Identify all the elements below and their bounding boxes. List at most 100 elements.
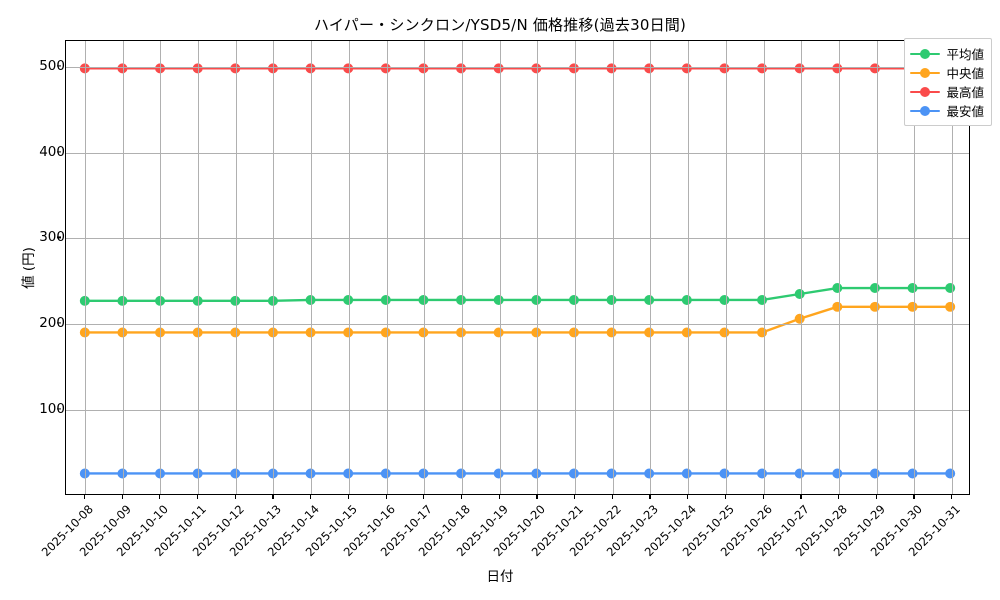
x-axis-title: 日付: [486, 569, 514, 585]
data-point-marker: [418, 63, 429, 74]
series-lines: [79, 63, 956, 479]
data-point-marker: [192, 468, 203, 479]
data-point-marker: [681, 63, 692, 74]
data-point-marker: [380, 327, 391, 338]
data-point-marker: [493, 468, 504, 479]
gridline-horizontal: [66, 410, 969, 412]
data-point-marker: [644, 468, 655, 479]
gridline-vertical: [763, 41, 765, 494]
data-point-marker: [493, 327, 504, 338]
gridline-vertical: [386, 41, 388, 494]
gridline-vertical: [84, 41, 86, 494]
data-point-marker: [230, 295, 241, 306]
x-axis-tick-mark: [649, 495, 651, 499]
x-axis-tick-mark: [913, 495, 915, 499]
data-point-marker: [117, 468, 128, 479]
legend-swatch-icon: [910, 67, 941, 79]
data-point-marker: [456, 295, 467, 305]
gridline-vertical: [273, 41, 275, 494]
data-point-marker: [343, 63, 354, 74]
gridline-horizontal: [66, 66, 969, 68]
x-axis-tick-mark: [385, 495, 387, 499]
data-point-marker: [230, 468, 241, 479]
gridline-vertical: [197, 41, 199, 494]
data-point-marker: [606, 327, 617, 338]
gridline-vertical: [160, 41, 162, 494]
y-axis-tick-label: 500: [39, 57, 65, 74]
legend-item[interactable]: 最高値: [910, 82, 984, 101]
gridline-vertical: [424, 41, 426, 494]
y-axis-tick-mark: [57, 151, 61, 153]
data-point-marker: [380, 63, 391, 74]
y-axis-tick-label: 300: [39, 229, 65, 246]
x-axis-tick-mark: [83, 495, 86, 499]
data-point-marker: [869, 468, 880, 479]
gridline-vertical: [876, 41, 878, 494]
data-point-marker: [305, 327, 316, 338]
data-point-marker: [568, 295, 579, 305]
data-point-marker: [531, 468, 542, 479]
gridline-vertical: [311, 41, 313, 494]
data-point-marker: [945, 468, 956, 479]
data-point-marker: [230, 63, 241, 74]
data-point-marker: [757, 327, 768, 338]
data-point-marker: [719, 468, 730, 479]
legend-label: 最安値: [946, 104, 984, 119]
data-point-marker: [606, 63, 617, 74]
legend-item[interactable]: 最安値: [910, 101, 984, 120]
legend: 平均値 中央値 最高値最安値: [904, 38, 992, 126]
data-point-marker: [644, 63, 655, 74]
data-point-marker: [568, 63, 579, 74]
x-axis-tick-mark: [838, 495, 840, 499]
data-point-marker: [230, 327, 241, 338]
data-point-marker: [155, 468, 166, 479]
x-axis-tick-mark: [159, 495, 161, 499]
data-point-marker: [606, 468, 617, 479]
gridline-vertical: [914, 41, 916, 494]
data-point-marker: [719, 63, 730, 74]
gridline-vertical: [235, 41, 237, 494]
data-point-marker: [192, 63, 203, 74]
data-point-marker: [832, 283, 843, 293]
data-point-marker: [267, 63, 278, 74]
y-axis-tick-mark: [57, 236, 61, 239]
x-axis-tick-mark: [347, 495, 349, 499]
data-point-marker: [456, 327, 467, 338]
gridline-vertical: [725, 41, 727, 494]
data-point-marker: [869, 63, 880, 74]
y-axis-tick-label: 200: [39, 315, 65, 332]
gridline-vertical: [612, 41, 614, 494]
data-point-marker: [380, 295, 391, 305]
data-point-marker: [794, 468, 805, 479]
data-point-marker: [117, 295, 128, 306]
y-axis-tick-labels: 100 200 300 400 500: [8, 40, 65, 495]
y-axis-tick-mark: [57, 322, 61, 324]
x-axis-tick-mark: [423, 495, 425, 499]
data-point-marker: [907, 301, 918, 312]
legend-item[interactable]: 平均値: [910, 44, 984, 63]
data-point-marker: [794, 313, 805, 324]
data-point-marker: [531, 327, 542, 338]
gridline-vertical: [348, 41, 350, 494]
legend-swatch-icon: [910, 105, 941, 117]
legend-item[interactable]: 中央値: [910, 63, 984, 82]
gridline-vertical: [650, 41, 652, 494]
legend-swatch-icon: [910, 48, 941, 60]
data-point-marker: [907, 283, 918, 293]
gridline-vertical: [122, 41, 124, 494]
data-point-marker: [644, 327, 655, 338]
gridline-vertical: [537, 41, 539, 494]
data-point-marker: [305, 295, 316, 305]
data-point-marker: [832, 301, 843, 312]
gridline-horizontal: [66, 238, 969, 240]
data-point-marker: [267, 327, 278, 338]
series-line: [83, 286, 952, 303]
data-point-marker: [343, 468, 354, 479]
x-axis-tick-mark: [724, 495, 727, 499]
data-point-marker: [568, 468, 579, 479]
x-axis-tick-mark: [611, 495, 613, 499]
data-point-marker: [305, 63, 316, 74]
plot-area: [65, 40, 970, 495]
data-point-marker: [531, 295, 542, 305]
